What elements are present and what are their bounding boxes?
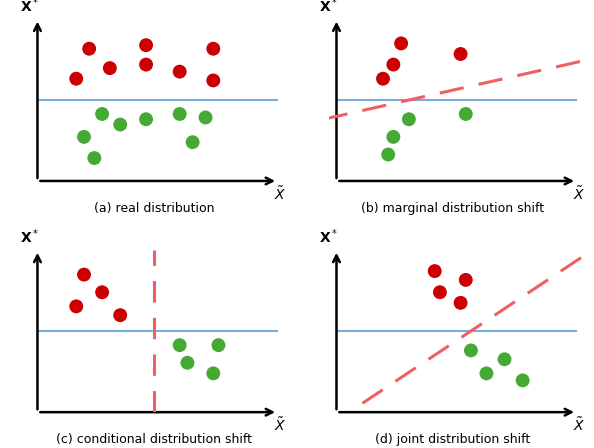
Text: $\tilde{X}$: $\tilde{X}$: [573, 185, 586, 203]
Point: [97, 110, 107, 117]
Point: [208, 77, 218, 84]
Text: $\mathbf{X}^*$: $\mathbf{X}^*$: [20, 0, 39, 15]
Point: [201, 114, 210, 121]
Point: [97, 289, 107, 296]
Point: [115, 312, 125, 319]
Point: [456, 51, 465, 58]
Text: $\tilde{X}$: $\tilde{X}$: [573, 417, 586, 434]
Point: [175, 341, 184, 349]
Text: (d) joint distribution shift: (d) joint distribution shift: [375, 433, 530, 446]
Point: [71, 303, 81, 310]
Point: [461, 110, 470, 117]
Point: [71, 75, 81, 82]
Point: [214, 341, 223, 349]
Point: [388, 61, 398, 68]
Point: [430, 267, 440, 275]
Point: [79, 271, 89, 278]
Point: [175, 68, 184, 75]
Point: [141, 42, 151, 49]
Point: [404, 116, 413, 123]
Text: $\tilde{X}$: $\tilde{X}$: [274, 417, 287, 434]
Text: $\mathbf{X}^*$: $\mathbf{X}^*$: [20, 228, 39, 246]
Point: [141, 61, 151, 68]
Point: [435, 289, 445, 296]
Text: (c) conditional distribution shift: (c) conditional distribution shift: [56, 433, 252, 446]
Text: $\mathbf{X}^*$: $\mathbf{X}^*$: [319, 228, 339, 246]
Point: [482, 370, 491, 377]
Point: [456, 299, 465, 306]
Point: [105, 65, 115, 72]
Point: [388, 134, 398, 141]
Point: [384, 151, 393, 158]
Point: [466, 347, 476, 354]
Point: [141, 116, 151, 123]
Point: [500, 356, 509, 363]
Text: $\mathbf{X}^*$: $\mathbf{X}^*$: [319, 0, 339, 15]
Point: [115, 121, 125, 128]
Point: [396, 40, 406, 47]
Text: $\tilde{X}$: $\tilde{X}$: [274, 185, 287, 203]
Point: [183, 359, 192, 366]
Point: [175, 110, 184, 117]
Point: [90, 155, 99, 162]
Point: [461, 276, 470, 284]
Point: [518, 377, 527, 384]
Point: [208, 370, 218, 377]
Point: [188, 138, 197, 146]
Point: [378, 75, 388, 82]
Text: (a) real distribution: (a) real distribution: [94, 202, 214, 215]
Text: (b) marginal distribution shift: (b) marginal distribution shift: [361, 202, 544, 215]
Point: [79, 134, 89, 141]
Point: [208, 45, 218, 52]
Point: [84, 45, 94, 52]
